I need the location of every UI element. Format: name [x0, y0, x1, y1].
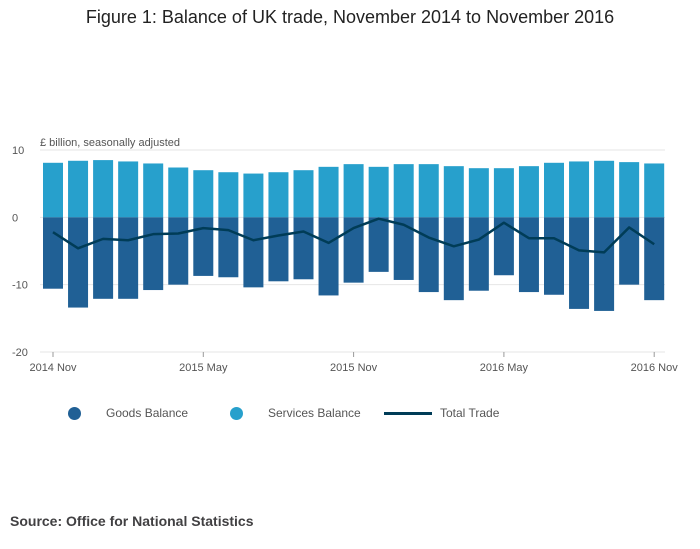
legend-services-label: Services Balance	[268, 406, 361, 420]
legend-goods-dot-icon	[68, 406, 81, 420]
services-bar	[143, 163, 164, 218]
x-tick-label: 2015 Nov	[330, 362, 378, 374]
y-axis-ticks: 10 0 -10 -20	[12, 145, 28, 359]
services-bar	[193, 170, 214, 218]
services-bar	[569, 161, 590, 218]
goods-bar	[93, 217, 114, 299]
total-trade-line-group	[52, 217, 655, 254]
legend-item-total[interactable]: Total Trade	[384, 406, 499, 420]
legend-total-label: Total Trade	[440, 406, 500, 420]
goods-bar	[43, 217, 63, 289]
source-note: Source: Office for National Statistics	[10, 513, 254, 529]
goods-bar	[343, 217, 364, 283]
services-bar	[418, 164, 439, 218]
goods-bar	[443, 217, 464, 301]
x-tick-label: 2015 May	[179, 362, 228, 374]
services-bar	[293, 170, 314, 218]
services-bar	[43, 162, 63, 218]
services-bar	[343, 164, 364, 218]
services-bar	[518, 166, 539, 218]
goods-bar	[468, 217, 489, 291]
goods-bar	[393, 217, 414, 280]
services-bar	[168, 167, 189, 218]
y-tick-label: 10	[12, 145, 24, 157]
services-bar	[443, 166, 464, 218]
goods-bar	[268, 217, 289, 282]
goods-bar	[594, 217, 615, 311]
services-bar	[468, 168, 489, 218]
y-tick-label: -20	[12, 347, 28, 359]
bars-group	[43, 160, 665, 311]
goods-bar	[68, 217, 89, 308]
y-axis-label: £ billion, seasonally adjusted	[40, 137, 180, 149]
x-tick-label: 2014 Nov	[29, 362, 77, 374]
goods-bar	[293, 217, 314, 280]
legend-item-goods[interactable]: Goods Balance	[68, 406, 188, 420]
goods-bar	[118, 217, 139, 299]
legend-item-services[interactable]: Services Balance	[230, 406, 361, 420]
goods-bar	[518, 217, 539, 293]
goods-bar	[243, 217, 264, 288]
goods-bar	[493, 217, 514, 276]
goods-bar	[544, 217, 564, 295]
goods-bar	[168, 217, 189, 285]
services-bar	[268, 172, 289, 218]
goods-bar	[218, 217, 239, 278]
services-bar	[493, 168, 514, 218]
services-bar	[93, 160, 114, 218]
services-bar	[619, 162, 640, 218]
goods-bar	[318, 217, 339, 296]
services-bar	[393, 164, 414, 218]
legend-total-line-icon	[384, 411, 432, 415]
services-bar	[544, 162, 564, 218]
services-bar	[243, 173, 264, 218]
x-tick-label: 2016 May	[480, 362, 529, 374]
chart-canvas: £ billion, seasonally adjusted 10 0 -10 -20…	[12, 137, 678, 374]
goods-bar	[368, 217, 389, 272]
services-bar	[644, 163, 665, 218]
services-bar	[318, 166, 339, 218]
chart-title: Figure 1: Balance of UK trade, November …	[85, 7, 615, 27]
goods-bar	[143, 217, 164, 291]
goods-bar	[193, 217, 214, 276]
services-bar	[218, 172, 239, 218]
services-bar	[68, 160, 89, 218]
x-axis-ticks: 2014 Nov 2015 May 2015 Nov 2016 May 2016 Nov	[29, 352, 678, 374]
goods-bar	[418, 217, 439, 293]
legend: Goods Balance Services Balance Total Tra…	[0, 406, 700, 428]
y-tick-label: 0	[12, 212, 18, 224]
services-bar	[594, 160, 615, 218]
goods-bar	[569, 217, 590, 309]
legend-goods-label: Goods Balance	[106, 406, 189, 420]
services-bar	[118, 161, 139, 218]
y-tick-label: -10	[12, 280, 28, 292]
services-bar	[368, 166, 389, 218]
total-trade-line	[52, 217, 655, 254]
goods-bar	[644, 217, 665, 301]
x-tick-label: 2016 Nov	[631, 362, 679, 374]
legend-services-dot-icon	[230, 406, 243, 420]
